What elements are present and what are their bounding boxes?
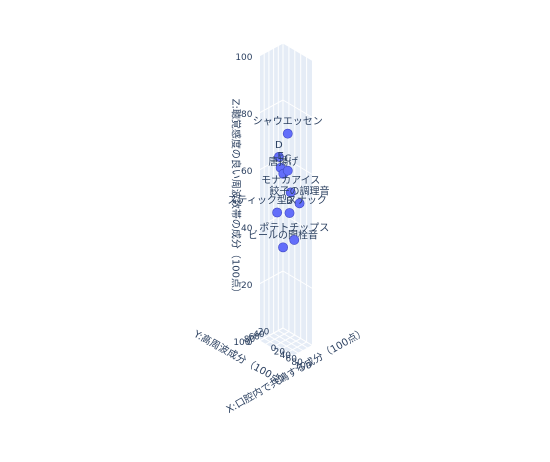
grid-floor-y xyxy=(268,335,299,354)
grid-floor-x xyxy=(288,345,313,359)
grid-wall-x-horizontal xyxy=(282,99,313,118)
grid-floor-x xyxy=(276,338,301,352)
grid-wall-y-horizontal xyxy=(259,99,284,114)
floor-plane xyxy=(259,328,313,359)
data-point xyxy=(282,165,293,176)
x-tick-label: 80 xyxy=(291,358,303,368)
grid-wall-x-horizontal xyxy=(282,270,313,289)
grid-floor-x xyxy=(271,334,296,349)
data-point-label: ポテトチップス xyxy=(259,222,329,234)
data-point-label: 餃子の調理音 xyxy=(270,184,330,197)
z-tick-label: 80 xyxy=(241,110,253,120)
back-wall-y xyxy=(259,43,283,341)
grid-wall-x-horizontal xyxy=(282,42,313,61)
chart-walls xyxy=(259,43,313,359)
data-point xyxy=(272,207,283,218)
data-point-label: モナカアイス xyxy=(261,174,320,186)
grid-floor-x xyxy=(282,341,307,356)
data-point-label: C xyxy=(284,154,291,165)
back-wall-x xyxy=(283,43,313,346)
y-tick-label: 60 xyxy=(248,333,260,343)
grid-floor-y xyxy=(259,340,290,359)
grid-floor-x xyxy=(265,331,290,345)
z-tick-label: 40 xyxy=(241,224,253,234)
x-tick-label: 20 xyxy=(274,347,286,357)
z-tick-label: 100 xyxy=(235,53,252,63)
grid-wall-x-horizontal xyxy=(282,327,313,346)
z-tick-label: 60 xyxy=(241,167,253,177)
z-tick-label: 0 xyxy=(247,338,253,348)
x-tick-label: 40 xyxy=(280,351,292,361)
grid-wall-y-horizontal xyxy=(259,270,284,285)
data-point-label: ビールの開栓音 xyxy=(248,228,318,241)
data-point xyxy=(282,128,293,139)
data-point-label: B xyxy=(286,196,293,207)
data-point-label: 唐揚げ xyxy=(268,155,298,168)
grid-floor-y xyxy=(278,330,309,349)
data-point xyxy=(273,151,284,162)
data-point xyxy=(278,242,288,253)
grid-floor-y xyxy=(273,332,304,352)
grid-floor-y xyxy=(263,337,294,357)
data-point-label: E xyxy=(278,151,284,162)
data-point xyxy=(294,198,305,209)
x-tick-label: 0 xyxy=(271,344,277,354)
data-point-label: D xyxy=(275,140,283,151)
x-tick-label: 100 xyxy=(294,361,311,371)
z-tick-label: 20 xyxy=(241,281,253,291)
y-tick-label: 40 xyxy=(253,330,265,340)
data-point-label: スティック型スナック xyxy=(227,194,326,207)
y-tick-label: 100 xyxy=(233,338,250,348)
data-point xyxy=(285,187,296,198)
grid-wall-x-horizontal xyxy=(282,156,313,175)
x-tick-label: 60 xyxy=(285,354,297,364)
data-point xyxy=(284,208,295,218)
y-tick-label: 20 xyxy=(258,328,270,338)
grid-wall-y-horizontal xyxy=(259,42,284,57)
grid-wall-y-horizontal xyxy=(259,327,284,342)
y-tick-label: 80 xyxy=(244,335,256,345)
z-axis-title: Z:聴覚感度の良い周波数帯の成分（100点） xyxy=(230,99,243,298)
data-point-label: シャウエッセン xyxy=(253,116,323,128)
data-point xyxy=(289,235,300,245)
